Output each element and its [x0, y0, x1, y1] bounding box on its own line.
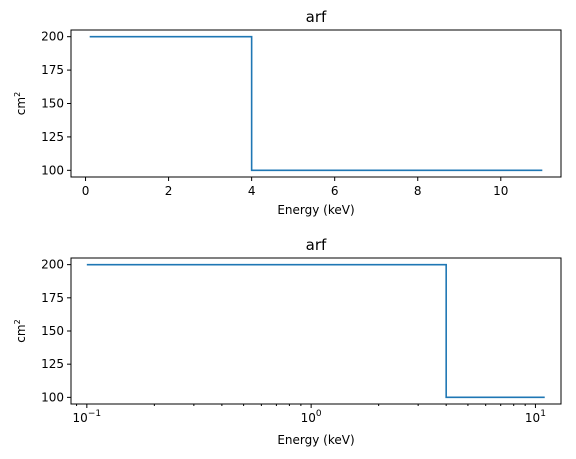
x-tick-exponent: −1 [88, 409, 101, 419]
y-tick-label: 125 [41, 130, 64, 144]
y-tick-label: 150 [41, 97, 64, 111]
x-tick-label: 100 [301, 409, 322, 425]
y-tick-label: 100 [41, 390, 64, 404]
axes-frame [70, 29, 562, 178]
x-tick-label: 10 [493, 184, 508, 198]
y-tick-label: 175 [41, 291, 64, 305]
y-axis-label-exponent: 2 [13, 92, 22, 97]
x-axis-label: Energy (keV) [277, 433, 354, 447]
y-tick-label: 150 [41, 324, 64, 338]
y-tick-label: 100 [41, 163, 64, 177]
chart-title: arf [306, 8, 327, 26]
x-tick-label: 8 [414, 184, 422, 198]
y-tick-label: 200 [41, 30, 64, 44]
x-tick-exponent: 0 [316, 409, 322, 419]
y-axis-label-exponent: 2 [13, 319, 22, 324]
x-tick-label: 4 [248, 184, 256, 198]
y-axis-label: cm2 [13, 319, 28, 342]
x-tick-label: 10−1 [73, 409, 102, 425]
y-tick-label: 125 [41, 357, 64, 371]
x-tick-label: 0 [82, 184, 90, 198]
y-axis-label-base: cm [14, 324, 28, 342]
x-tick-label: 101 [525, 409, 546, 425]
x-axis-label: Energy (keV) [277, 203, 354, 217]
series-line [86, 263, 545, 399]
chart-title: arf [306, 236, 327, 254]
x-tick-label: 6 [331, 184, 339, 198]
y-tick-label: 175 [41, 63, 64, 77]
x-tick-label: 2 [165, 184, 173, 198]
series-line [89, 35, 543, 172]
y-axis-label-base: cm [14, 97, 28, 115]
x-tick-exponent: 1 [540, 409, 546, 419]
y-tick-label: 200 [41, 258, 64, 272]
y-axis-label: cm2 [13, 92, 28, 115]
axes-frame [70, 257, 562, 405]
